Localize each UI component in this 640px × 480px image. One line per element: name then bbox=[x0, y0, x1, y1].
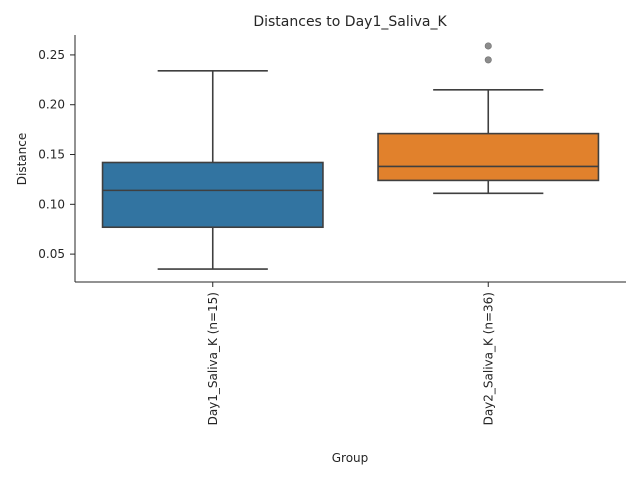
y-tick-label: 0.25 bbox=[38, 48, 65, 62]
y-axis-ticks: 0.05 0.10 0.15 0.20 0.25 bbox=[38, 48, 75, 261]
iqr-box bbox=[101, 161, 324, 229]
chart-title: Distances to Day1_Saliva_K bbox=[253, 14, 447, 30]
box-group bbox=[377, 42, 600, 195]
y-tick-label: 0.05 bbox=[38, 247, 65, 261]
x-axis-ticks: Day1_Saliva_K (n=15) Day2_Saliva_K (n=36) bbox=[206, 282, 495, 425]
x-tick-label: Day1_Saliva_K (n=15) bbox=[206, 292, 220, 425]
x-tick-label: Day2_Saliva_K (n=36) bbox=[481, 292, 495, 425]
outlier-point bbox=[484, 56, 492, 64]
x-axis-label: Group bbox=[332, 451, 369, 465]
y-tick-label: 0.10 bbox=[38, 197, 65, 211]
iqr-box bbox=[377, 132, 600, 182]
box-group bbox=[101, 70, 324, 270]
y-axis-label: Distance bbox=[15, 133, 29, 185]
y-tick-label: 0.15 bbox=[38, 148, 65, 162]
outlier-point bbox=[484, 42, 492, 50]
plot-area bbox=[101, 42, 600, 270]
y-tick-label: 0.20 bbox=[38, 98, 65, 112]
